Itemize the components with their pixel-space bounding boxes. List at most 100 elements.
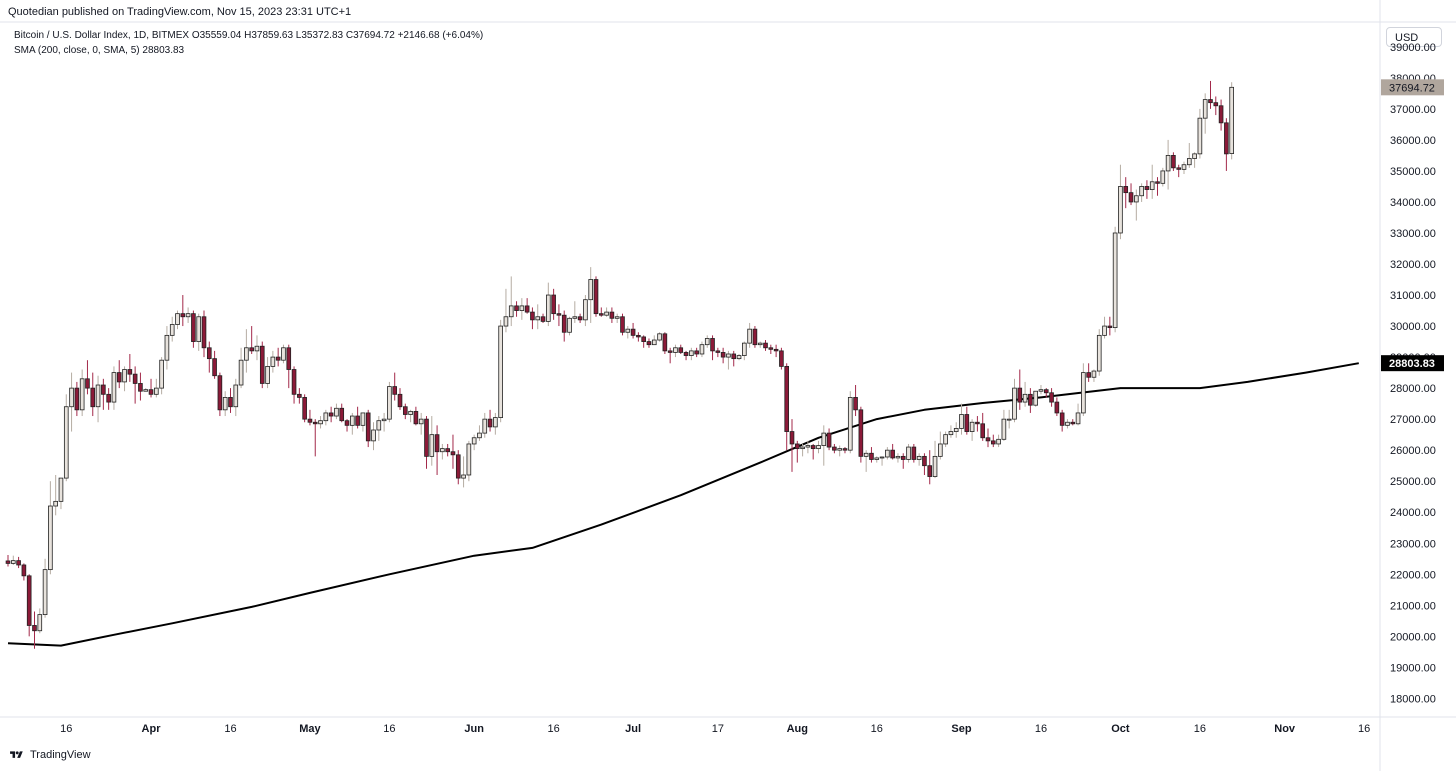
candle-body <box>657 333 662 341</box>
candle-body <box>122 369 127 383</box>
candle-body <box>1186 158 1192 166</box>
candle <box>1118 164 1123 240</box>
candle-body <box>1049 392 1054 403</box>
candle <box>1081 363 1086 417</box>
candle-body <box>641 336 646 342</box>
currency-button[interactable]: USD <box>1386 27 1442 47</box>
candle <box>471 434 477 451</box>
candle-body <box>1022 393 1028 403</box>
y-tick-label: 25000.00 <box>1390 476 1436 488</box>
candle <box>37 608 43 634</box>
candle-body <box>736 355 742 360</box>
candle <box>1059 409 1065 432</box>
candle <box>567 316 572 336</box>
candle-body <box>683 352 689 356</box>
candle <box>58 477 64 510</box>
candle <box>1202 93 1208 134</box>
candle <box>556 304 562 327</box>
candle <box>1022 381 1028 407</box>
candle <box>1017 369 1023 410</box>
candle-body <box>154 387 159 395</box>
candle <box>328 406 334 423</box>
candle <box>466 440 472 482</box>
x-tick-label: 16 <box>224 723 236 735</box>
candle <box>943 431 948 448</box>
x-tick-label: 16 <box>383 723 395 735</box>
candle-body <box>551 294 556 315</box>
candle-body <box>291 369 297 395</box>
sma-legend[interactable]: SMA (200, close, 0, SMA, 5) 28803.83 <box>14 45 185 56</box>
candle <box>254 335 260 361</box>
candle <box>450 434 456 469</box>
candle <box>1208 80 1213 109</box>
candle-body <box>318 420 323 425</box>
candle <box>720 347 726 364</box>
candle <box>1107 316 1113 336</box>
candle <box>48 481 53 575</box>
candle <box>752 326 758 348</box>
candle-body <box>222 397 228 411</box>
y-tick-label: 30000.00 <box>1390 321 1436 333</box>
candle-body <box>932 455 938 477</box>
candle-body <box>1134 195 1139 203</box>
candle <box>625 326 631 339</box>
candle <box>413 406 419 426</box>
candle <box>789 419 795 472</box>
price-axis[interactable]: 18000.00 19000.00 20000.00 21000.00 22000.00… <box>1381 42 1444 706</box>
candle <box>662 332 668 354</box>
candle <box>535 304 541 330</box>
y-tick-label: 36000.00 <box>1390 135 1436 147</box>
x-tick-label: Jun <box>464 723 484 735</box>
candle-body <box>185 313 191 318</box>
candle-body <box>16 560 21 566</box>
candle <box>816 440 821 454</box>
candle-body <box>704 338 710 346</box>
candle <box>572 301 578 323</box>
candle-body <box>265 365 270 384</box>
candle-body <box>339 407 345 422</box>
candle <box>196 313 202 351</box>
candle <box>551 288 556 320</box>
candle <box>387 381 392 423</box>
y-tick-label: 39000.00 <box>1390 42 1436 54</box>
tradingview-logo-icon <box>10 751 23 758</box>
y-tick-label: 21000.00 <box>1390 600 1436 612</box>
candle-body <box>344 420 350 426</box>
candle-body <box>281 347 286 361</box>
candle <box>503 288 509 333</box>
candle <box>938 431 943 460</box>
candle-body <box>911 446 917 460</box>
candle <box>969 419 975 441</box>
x-tick-label: 16 <box>1358 723 1370 735</box>
time-axis[interactable]: 16 Apr 16 May 16 Jun 16 Jul 17 Aug 16 Sep 16 Oct 16 Nov… <box>60 723 1370 735</box>
candle-body <box>471 437 477 445</box>
footer-brand[interactable]: TradingView <box>8 749 91 761</box>
candle-body <box>863 452 869 457</box>
candle-body <box>440 448 445 453</box>
candle <box>514 301 519 317</box>
candle <box>975 416 980 432</box>
candle-body <box>63 406 69 479</box>
symbol-legend[interactable]: Bitcoin / U.S. Dollar Index, 1D, BITMEX … <box>14 30 484 41</box>
candle <box>922 453 927 475</box>
candle <box>906 443 911 463</box>
candle <box>21 563 27 581</box>
candle-body <box>662 333 668 352</box>
y-tick-label: 35000.00 <box>1390 166 1436 178</box>
candle <box>53 474 58 516</box>
candle <box>259 341 265 389</box>
candle-body <box>493 417 498 428</box>
candle-body <box>408 410 413 415</box>
candle <box>853 385 858 417</box>
candle-body <box>413 410 419 425</box>
candle <box>5 555 11 567</box>
candle-body <box>53 500 58 507</box>
candle <box>164 326 170 370</box>
candle-body <box>42 569 48 616</box>
candle-body <box>1197 117 1203 155</box>
candle <box>138 372 143 401</box>
candle-body <box>540 316 546 322</box>
candle-body <box>1065 421 1070 426</box>
candle-body <box>858 409 864 457</box>
